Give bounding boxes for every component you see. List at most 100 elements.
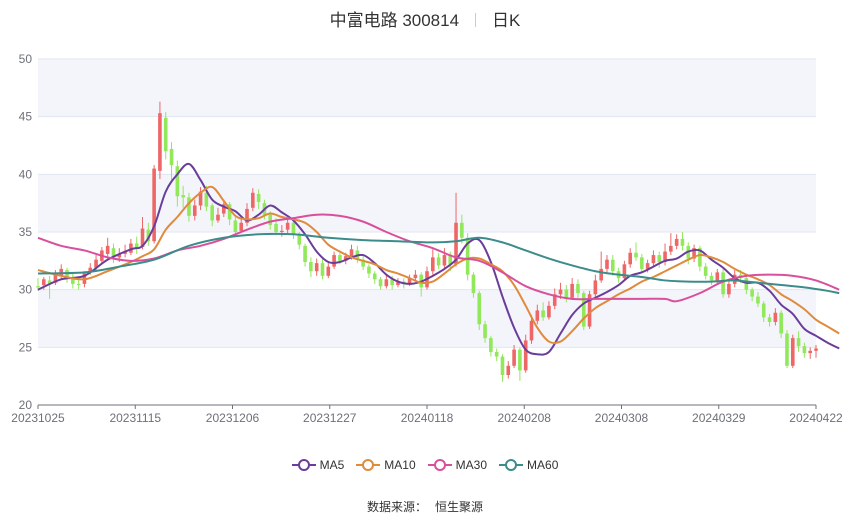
legend-swatch-icon: [499, 459, 524, 471]
candle-body: [622, 264, 627, 279]
title-separator: [475, 13, 477, 27]
candle-body: [529, 320, 534, 341]
candle-body: [587, 294, 592, 327]
source-label: 数据来源：: [366, 500, 427, 514]
candle-body: [674, 238, 679, 246]
candle-body: [634, 252, 638, 258]
candle-body: [489, 338, 493, 352]
candle-body: [744, 278, 749, 290]
candle-body: [512, 349, 516, 366]
candle-body: [680, 238, 685, 246]
x-tick-label: 20231227: [303, 411, 357, 425]
candle-body: [42, 279, 46, 286]
candle-body: [547, 305, 551, 318]
candle-body: [796, 338, 801, 347]
legend-item-ma60[interactable]: MA60: [499, 458, 558, 472]
stock-name-label: 中富电路 300814: [329, 11, 460, 30]
candle-body: [471, 274, 476, 294]
candle-body: [407, 278, 412, 284]
y-tick-label: 35: [19, 225, 33, 239]
candle-body: [483, 324, 487, 339]
ma5-line: [37, 162, 840, 356]
candle-body: [378, 279, 383, 287]
y-tick-label: 30: [19, 283, 33, 297]
candle-body: [808, 350, 812, 354]
candle-body: [163, 117, 168, 152]
candle-body: [268, 214, 273, 226]
candle-body: [460, 222, 464, 238]
legend-label: MA30: [455, 458, 488, 472]
candle-body: [692, 248, 696, 259]
candle-body: [506, 365, 511, 376]
candle-body: [256, 193, 261, 203]
candle-body: [802, 346, 807, 354]
candle-body: [169, 148, 174, 166]
candle-body: [523, 340, 528, 371]
x-tick-label: 20231206: [206, 411, 260, 425]
candle-body: [721, 272, 725, 295]
candle-body: [140, 228, 145, 247]
legend-item-ma30[interactable]: MA30: [427, 458, 488, 472]
candle-body: [36, 286, 40, 288]
plot-band: [38, 59, 816, 117]
y-tick-label: 40: [19, 167, 33, 181]
candle-body: [326, 266, 331, 276]
candle-body: [314, 263, 319, 272]
candle-body: [727, 283, 731, 295]
candle-body: [251, 192, 255, 208]
candle-body: [500, 356, 505, 376]
legend-item-ma10[interactable]: MA10: [356, 458, 416, 472]
candle-body: [576, 283, 580, 294]
candle-body: [669, 245, 673, 252]
candle-body: [640, 257, 644, 269]
data-source: 数据来源： 恒生聚源: [0, 498, 850, 515]
candle-body: [152, 168, 156, 242]
candle-body: [715, 272, 720, 281]
candle-body: [518, 349, 522, 371]
x-tick-label: 20240308: [595, 411, 649, 425]
candle-body: [779, 312, 783, 334]
source-value: 恒生聚源: [435, 500, 484, 514]
candle-body: [756, 296, 760, 304]
candle-body: [221, 204, 226, 214]
candle-body: [552, 294, 557, 306]
legend-swatch-icon: [291, 459, 316, 471]
candle-body: [465, 237, 470, 275]
candle-body: [558, 289, 563, 295]
legend-item-ma5[interactable]: MA5: [291, 458, 344, 472]
x-tick-label: 20240118: [401, 411, 454, 425]
candle-body: [663, 251, 667, 262]
candle-body: [750, 289, 754, 297]
candle-body: [309, 261, 313, 272]
candle-body: [175, 166, 180, 197]
candle-body: [593, 280, 598, 295]
candle-body: [431, 257, 435, 272]
candle-body: [442, 255, 447, 266]
candle-body: [88, 267, 93, 273]
legend-label: MA10: [384, 458, 416, 472]
ma60-line: [37, 232, 840, 295]
candle-body: [198, 191, 203, 206]
candle-body: [192, 205, 197, 216]
candle-body: [436, 257, 441, 266]
candle-body: [761, 303, 766, 318]
candle-body: [210, 205, 214, 221]
candle-body: [291, 222, 296, 235]
candle-body: [605, 259, 609, 269]
legend: MA5 MA10 MA30 MA60: [0, 458, 850, 475]
candle-body: [146, 229, 151, 242]
candle-body: [285, 222, 290, 230]
candle-body: [494, 351, 499, 357]
x-tick-label: 20231025: [11, 411, 65, 425]
candle-body: [814, 348, 818, 351]
chart-title: 中富电路 300814 日K: [0, 6, 850, 31]
candle-body: [245, 208, 249, 223]
candle-body: [338, 255, 342, 261]
legend-swatch-icon: [356, 459, 381, 471]
candle-body: [47, 280, 52, 284]
candle-body: [76, 283, 81, 286]
candle-body: [274, 223, 278, 232]
candle-body: [158, 113, 162, 171]
candle-body: [454, 222, 458, 265]
legend-label: MA60: [527, 458, 559, 472]
